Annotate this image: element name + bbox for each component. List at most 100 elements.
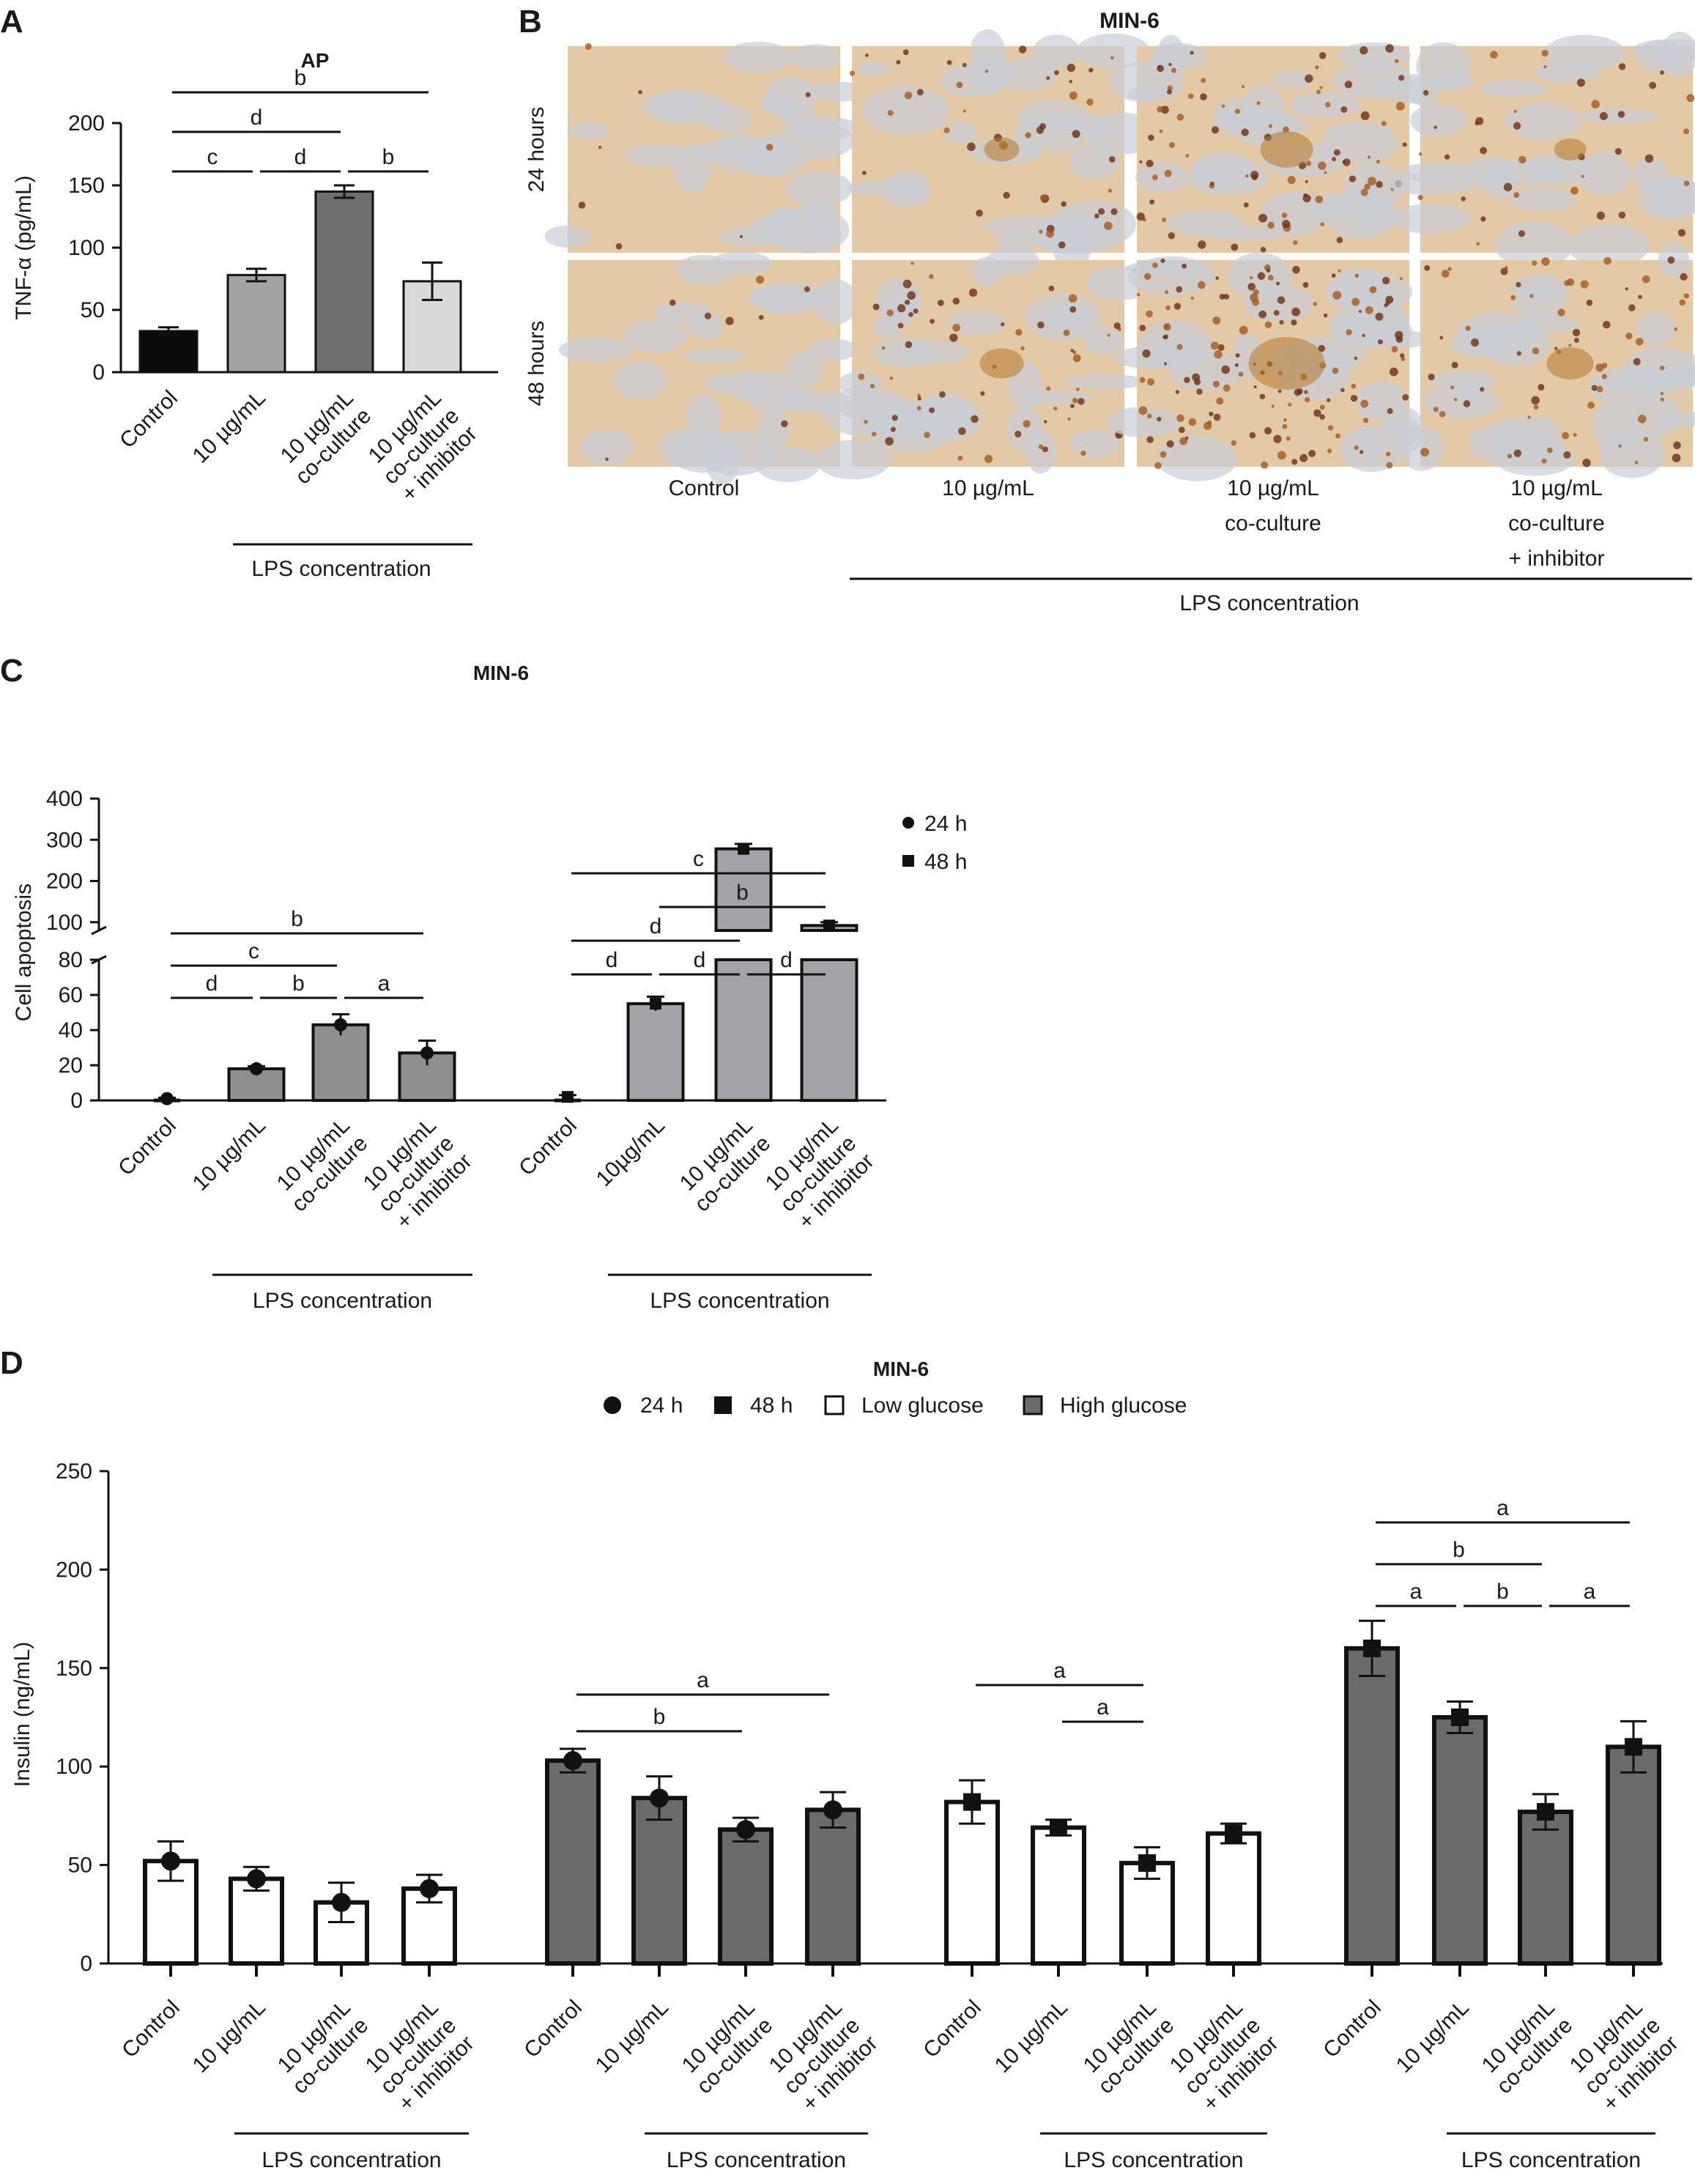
significance-label: d: [294, 145, 307, 169]
background-gap: [623, 319, 688, 353]
stained-cell: [1315, 195, 1324, 204]
micrograph: [815, 245, 1151, 480]
legend-open-box-icon: [824, 1395, 845, 1415]
stained-cell: [1113, 322, 1121, 330]
stained-cell: [1480, 147, 1488, 155]
stained-cell: [1249, 275, 1253, 280]
stained-cell: [891, 415, 898, 421]
background-gap: [1006, 406, 1042, 453]
stained-cell: [1197, 281, 1206, 289]
category-label: 10 µg/mLco-culture+ inhibitor: [1162, 1996, 1283, 2117]
background-gap: [1379, 418, 1412, 439]
stained-cell: [980, 391, 985, 396]
stained-cell: [1154, 462, 1162, 470]
stained-cell: [1660, 392, 1664, 396]
significance-label: a: [1584, 1580, 1596, 1604]
chart-title: MIN-6: [873, 1358, 929, 1380]
stained-cell: [916, 89, 924, 96]
axis-break-mark: [91, 925, 107, 936]
stained-cell: [1212, 316, 1221, 325]
stained-cell: [1614, 148, 1622, 155]
panel-c-letter: C: [0, 653, 23, 689]
bar: [1432, 1715, 1488, 1966]
stained-cell: [849, 70, 856, 76]
stained-cell: [1173, 303, 1182, 310]
stained-cell: [1375, 312, 1384, 321]
legend-label: 48 h: [750, 1393, 793, 1418]
stained-cell: [1146, 159, 1154, 168]
stained-cell: [1532, 260, 1538, 266]
stained-cell: [1602, 320, 1611, 329]
stained-cell: [1283, 126, 1289, 133]
background-gap: [1480, 79, 1547, 98]
stained-cell: [1318, 161, 1327, 171]
stained-cell: [1231, 440, 1237, 446]
category-label-line: 10 µg/mL: [188, 1114, 270, 1196]
stained-cell: [1160, 106, 1169, 114]
panel-a-letter: A: [0, 4, 23, 40]
stained-cell: [1381, 121, 1387, 127]
stained-cell: [1433, 407, 1439, 412]
stained-cell: [1200, 93, 1207, 101]
stained-cell: [1395, 336, 1403, 344]
category-label-line: Control: [117, 1996, 185, 2063]
background-gap: [943, 120, 977, 144]
stained-cell: [924, 432, 930, 439]
stained-cell: [1441, 270, 1450, 278]
stained-cell: [1160, 258, 1165, 264]
stained-cell: [1212, 380, 1220, 388]
legend-square-icon: [714, 1396, 732, 1414]
stained-cell: [1219, 293, 1225, 300]
stained-cell: [1273, 310, 1280, 316]
stained-cell: [984, 454, 993, 464]
stained-cell: [1465, 325, 1471, 331]
background-gap: [948, 309, 1006, 336]
data-point: [161, 1851, 180, 1871]
stained-cell: [1167, 85, 1173, 91]
group-label: LPS concentration: [251, 557, 431, 581]
stained-cell: [896, 59, 901, 65]
stained-cell: [1058, 241, 1066, 249]
category-label-line: 10 µg/mL: [188, 1996, 270, 2078]
stained-cell: [1439, 336, 1444, 340]
stained-cell: [1142, 349, 1151, 358]
panel-b-title: MIN-6: [1099, 9, 1160, 33]
category-label-line: Control: [919, 1996, 986, 2063]
bar: [1606, 1744, 1661, 1966]
stained-cell: [1362, 333, 1365, 338]
y-tick-label: 40: [59, 1018, 83, 1043]
y-tick-label: 0: [92, 360, 105, 385]
category-label-line: Control: [1318, 1996, 1386, 2063]
group-label: LPS concentration: [650, 1289, 829, 1313]
stained-cell: [1261, 461, 1269, 469]
column-label: co-culture: [1225, 511, 1321, 536]
stained-cell: [1110, 208, 1118, 215]
stained-cell: [1069, 80, 1072, 84]
stained-cell: [1267, 275, 1274, 281]
micrograph: [1109, 34, 1442, 253]
stained-cell: [1282, 220, 1291, 229]
stained-cell: [1683, 180, 1690, 187]
stained-cell: [1147, 413, 1152, 419]
stained-cell: [1152, 174, 1158, 180]
category-label: 10 µg/mLco-culture: [1474, 1996, 1577, 2099]
stained-cell: [1513, 449, 1522, 457]
background-gap: [785, 352, 824, 388]
stained-cell: [1686, 94, 1695, 103]
y-tick-label: 100: [68, 236, 105, 260]
background-gap: [1053, 223, 1091, 271]
data-point: [250, 1062, 263, 1076]
stained-cell: [1176, 344, 1183, 350]
stained-cell: [1564, 280, 1570, 286]
bar: [1119, 1860, 1175, 1966]
data-point: [420, 1046, 434, 1060]
category-label: 10 µg/mLco-culture+ inhibitor: [761, 1996, 882, 2117]
stained-cell: [956, 81, 963, 89]
stained-cell: [1281, 212, 1288, 218]
stained-cell: [1674, 327, 1678, 331]
stained-cell: [1163, 322, 1171, 331]
background-gap: [1083, 327, 1125, 355]
background-gap: [1568, 224, 1650, 268]
category-label: 10 µg/mLco-culture: [270, 1996, 373, 2099]
data-point: [1451, 1709, 1469, 1726]
